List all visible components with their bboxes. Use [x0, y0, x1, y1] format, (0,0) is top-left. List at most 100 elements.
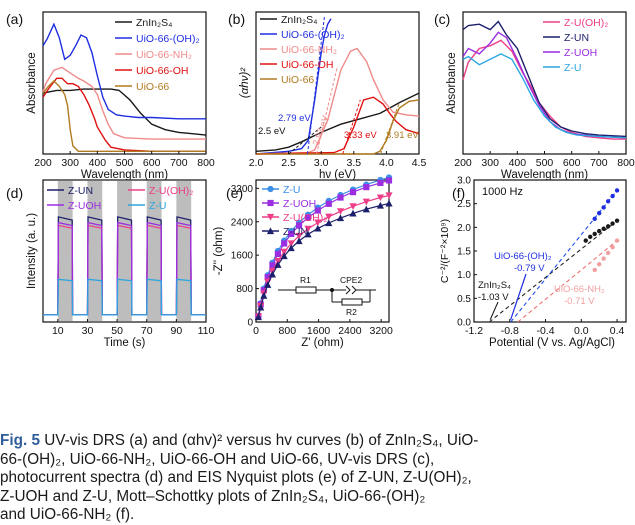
x-tick-label: 2400 — [338, 325, 362, 337]
panel-label-d: (d) — [6, 185, 23, 201]
y-tick-label: 2400 — [231, 217, 254, 228]
panel-d: 10 30 50 70 90 110 Time (s) Intensity (a. u.)(d… — [6, 179, 215, 349]
y-tick-label: 1600 — [231, 251, 254, 262]
series-line — [42, 88, 207, 136]
legend-entry: ZnIn₂S₄ — [136, 17, 172, 29]
x-tick-label: 800 — [617, 157, 635, 169]
data-point — [267, 199, 274, 207]
panel-c: 200 300 400 500 600 700 800 Wavelength (nm) Abso… — [434, 11, 635, 181]
x-axis-label: Potential (V vs. Ag/AgCl) — [489, 337, 615, 349]
y-tick-label: 0.0 — [457, 318, 471, 329]
data-point — [274, 261, 282, 268]
data-point — [376, 194, 384, 202]
legend-entry: Z-U — [149, 200, 167, 212]
legend-entry: UiO-66-NH₂ — [281, 44, 337, 56]
light-on-band — [117, 181, 132, 321]
caption-line-3: photocurrent spectra (d) and EIS Nyquist… — [0, 469, 472, 487]
y-tick-label: 2.5 — [457, 199, 471, 210]
data-point — [268, 270, 277, 278]
data-point — [295, 237, 303, 245]
panel-label-c: (c) — [434, 11, 450, 27]
data-point — [260, 287, 267, 294]
y-axis-label: (αhν)² — [239, 67, 251, 98]
panel-a: 200 300 400 500 600 700 800 Wavelength (nm) Abso… — [6, 11, 215, 181]
data-point — [385, 199, 393, 207]
panel-label-b: (b) — [228, 11, 245, 27]
x-tick-label: -0.4 — [536, 325, 554, 337]
data-point — [287, 244, 295, 252]
data-point — [314, 224, 322, 232]
legend-entry: UiO-66 — [281, 74, 314, 86]
panel-f: -1.2 -0.8 -0.4 0.0 0.4 0.0 0.5 1.0 1.5 2.0 2.5 3.0 P… — [439, 176, 627, 349]
tangent-line — [380, 102, 400, 155]
annotation-arrow — [489, 301, 499, 320]
y-tick-label: 1.5 — [457, 247, 471, 258]
data-point — [304, 230, 312, 238]
y-axis-label: Absorbance — [26, 52, 38, 113]
series-line — [42, 80, 206, 152]
circuit-resistor-r2 — [341, 298, 363, 306]
data-point — [295, 232, 303, 240]
plot-frame — [42, 179, 207, 323]
data-point — [304, 214, 312, 221]
data-point — [325, 219, 333, 227]
annotation-nh2-value: -0.71 V — [564, 296, 595, 307]
x-tick-label: 600 — [143, 157, 161, 169]
data-point — [295, 222, 303, 229]
light-on-band — [57, 181, 73, 321]
x-tick-label: 200 — [34, 157, 52, 169]
tangent-line — [316, 65, 338, 155]
plot-frame — [462, 11, 627, 155]
y-tick-label: 0 — [247, 318, 253, 329]
y-axis-label: -Z'' (ohm) — [213, 227, 225, 276]
x-tick-label: 4.5 — [412, 157, 427, 169]
x-tick-label: 200 — [454, 157, 472, 169]
legend-entry: Z-UOH — [564, 47, 597, 59]
data-point — [274, 250, 282, 258]
legend-entry: Z-U(OH)₂ — [283, 212, 327, 224]
y-axis-label: Intensity (a. u.) — [26, 213, 38, 289]
data-point — [601, 256, 606, 261]
circuit-label-r2: R2 — [346, 307, 357, 317]
caption-line-1: Fig. 5 UV-vis DRS (a) and (αhv)² versus … — [0, 432, 632, 451]
x-tick-label: 0.4 — [610, 325, 625, 337]
series-line — [462, 53, 627, 139]
data-point — [583, 238, 588, 243]
legend-entry: ZnIn₂S₄ — [281, 14, 317, 26]
series-line — [43, 221, 206, 316]
series-line — [256, 99, 420, 155]
panel-label-f: (f) — [452, 185, 465, 201]
circuit-label-r1: R1 — [300, 275, 311, 285]
data-point — [266, 213, 275, 221]
annotation-oh2: UiO-66-(OH)₂ — [494, 251, 552, 262]
data-point — [605, 224, 611, 229]
x-tick-label: 300 — [481, 157, 499, 169]
data-point — [377, 179, 384, 187]
series-line — [462, 31, 627, 139]
caption-fig-label: Fig. 5 — [0, 432, 40, 449]
data-point — [610, 245, 615, 250]
fit-line — [488, 220, 618, 323]
x-tick-label: 1600 — [307, 325, 331, 337]
data-point — [596, 228, 602, 234]
data-point — [614, 188, 620, 193]
data-point — [280, 252, 288, 260]
data-point — [260, 292, 268, 299]
data-point — [363, 184, 370, 191]
y-tick-label: 800 — [236, 284, 253, 295]
annotation-nh2: UiO-66-NH₂ — [554, 284, 605, 295]
data-point — [385, 192, 393, 200]
light-on-band — [87, 181, 103, 321]
annotation-arrow — [510, 273, 527, 320]
data-point — [264, 281, 272, 288]
data-point — [349, 203, 357, 210]
data-point — [266, 227, 275, 235]
data-point — [588, 234, 593, 239]
data-point — [349, 209, 357, 217]
data-point — [314, 219, 322, 227]
legend-entry: UiO-66 — [136, 81, 169, 93]
x-axis-label: Z' (ohm) — [301, 337, 344, 349]
caption-text-1: UV-vis DRS (a) and (αhv)² versus hv curv… — [39, 432, 479, 449]
circuit-label-cpe2: CPE2 — [340, 275, 362, 285]
